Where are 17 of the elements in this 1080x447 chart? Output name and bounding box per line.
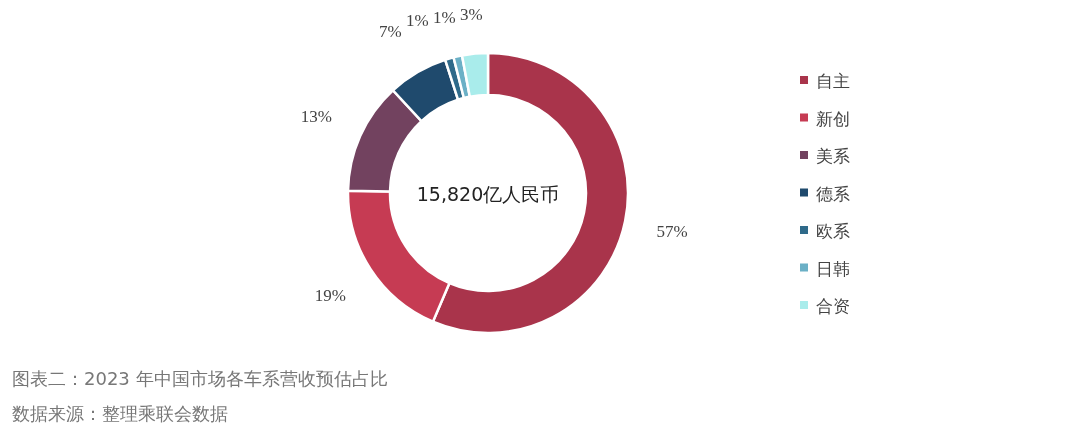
legend-label: 合资: [816, 296, 850, 316]
legend-label: 新创: [816, 108, 850, 129]
legend-label: 德系: [816, 183, 850, 204]
data-label: 19%: [314, 286, 346, 306]
legend-label: 欧系: [816, 221, 850, 241]
legend-label: 自主: [816, 71, 850, 91]
data-label: 13%: [300, 107, 332, 127]
data-label: 57%: [656, 221, 688, 241]
data-label: 1%: [405, 11, 429, 31]
text: 15,820亿人民币: [416, 183, 560, 205]
data-label: 1%: [432, 8, 456, 28]
data-label: 7%: [378, 21, 402, 41]
data-label: 3%: [459, 4, 483, 24]
legend-label: 日韩: [816, 258, 850, 279]
text: 图表二：2023 年中国市场各车系营收预估占比: [12, 368, 388, 389]
legend-label: 美系: [816, 146, 850, 166]
source-note: 数据来源：整理乘联会数据: [12, 403, 228, 424]
